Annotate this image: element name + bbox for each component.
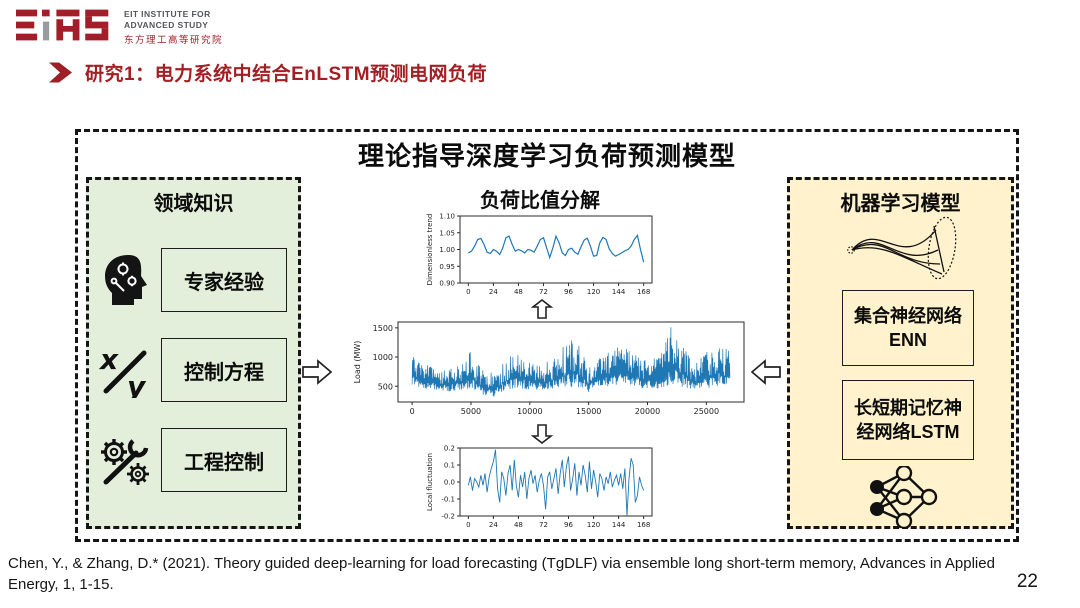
svg-text:72: 72 bbox=[539, 521, 548, 529]
svg-text:72: 72 bbox=[539, 288, 548, 296]
svg-text:96: 96 bbox=[564, 288, 573, 296]
arrow-left-icon bbox=[751, 359, 781, 385]
logo-line1: EIT INSTITUTE FOR bbox=[124, 9, 211, 19]
enn-box: 集合神经网络ENN bbox=[842, 290, 974, 366]
svg-text:0: 0 bbox=[410, 407, 415, 416]
svg-text:120: 120 bbox=[587, 521, 600, 529]
neural-network-icon bbox=[870, 466, 938, 528]
expert-experience-label: 专家经验 bbox=[161, 248, 287, 312]
svg-text:-0.1: -0.1 bbox=[441, 496, 455, 504]
load-chart: 0 5000 10000 15000 20000 25000 500 1000 1500 Load… bbox=[353, 321, 745, 416]
dimensionless-trend-chart: 0 24 48 72 96 120 144 168 0.90 0.95 1.00 1.05 1.10 Di… bbox=[426, 213, 653, 296]
slide-heading-row: 研究1：电力系统中结合EnLSTM预测电网负荷 bbox=[48, 59, 487, 86]
svg-text:48: 48 bbox=[514, 521, 523, 529]
svg-text:96: 96 bbox=[564, 521, 573, 529]
expert-head-icon bbox=[105, 255, 147, 305]
decomposition-title: 负荷比值分解 bbox=[480, 190, 600, 212]
svg-text:1.00: 1.00 bbox=[439, 246, 455, 254]
svg-text:48: 48 bbox=[514, 288, 523, 296]
svg-text:-0.2: -0.2 bbox=[441, 513, 455, 521]
svg-text:168: 168 bbox=[637, 521, 650, 529]
svg-text:24: 24 bbox=[489, 521, 498, 529]
domain-item-expert: 专家经验 bbox=[97, 248, 287, 312]
svg-text:0.0: 0.0 bbox=[444, 479, 455, 487]
institute-logo: EIT INSTITUTE FOR ADVANCED STUDY 东方理工高等研… bbox=[16, 7, 223, 46]
engineering-control-label: 工程控制 bbox=[161, 428, 287, 492]
svg-text:0: 0 bbox=[466, 288, 470, 296]
svg-text:20000: 20000 bbox=[635, 407, 660, 416]
domain-panel-title: 领域知识 bbox=[153, 193, 234, 215]
slide-heading: 研究1：电力系统中结合EnLSTM预测电网负荷 bbox=[85, 64, 488, 85]
chevron-right-icon bbox=[49, 62, 72, 83]
lstm-box: 长短期记忆神经网络LSTM bbox=[842, 380, 974, 460]
svg-text:24: 24 bbox=[489, 288, 498, 296]
svg-text:500: 500 bbox=[378, 382, 393, 391]
citation: Chen, Y., & Zhang, D.* (2021). Theory gu… bbox=[8, 555, 995, 593]
svg-text:0.95: 0.95 bbox=[439, 263, 455, 271]
svg-text:0.2: 0.2 bbox=[444, 445, 455, 453]
local-fluctuation-chart: 0 24 48 72 96 120 144 168 -0.2 -0.1 0.0 0.1 0.2 Local… bbox=[426, 445, 653, 529]
gears-wrench-icon bbox=[101, 439, 149, 485]
svg-text:144: 144 bbox=[612, 521, 626, 529]
svg-text:Local fluctuation: Local fluctuation bbox=[426, 453, 434, 511]
eias-logo-icon bbox=[16, 9, 109, 41]
svg-text:1500: 1500 bbox=[373, 324, 393, 333]
svg-text:25000: 25000 bbox=[694, 407, 719, 416]
arrow-up-icon bbox=[531, 299, 553, 319]
ml-panel-title: 机器学习模型 bbox=[840, 193, 961, 215]
svg-text:0.90: 0.90 bbox=[439, 280, 455, 288]
logo-line3: 东方理工高等研究院 bbox=[124, 35, 224, 47]
svg-text:1.10: 1.10 bbox=[439, 213, 455, 221]
domain-knowledge-panel: 领域知识 专家经验 x y 控制方程 bbox=[86, 177, 301, 529]
logo-line2: ADVANCED STUDY bbox=[124, 19, 209, 30]
arrow-down-icon bbox=[531, 424, 553, 444]
svg-text:y: y bbox=[127, 370, 147, 398]
svg-text:Dimensionless trend: Dimensionless trend bbox=[426, 214, 434, 286]
svg-text:120: 120 bbox=[587, 288, 600, 296]
equations-icon: x y bbox=[98, 343, 147, 398]
svg-text:15000: 15000 bbox=[576, 407, 601, 416]
page-number: 22 bbox=[1016, 571, 1038, 592]
svg-text:Load (MW): Load (MW) bbox=[353, 341, 362, 384]
svg-text:168: 168 bbox=[637, 288, 650, 296]
svg-text:0: 0 bbox=[466, 521, 470, 529]
logo-text: EIT INSTITUTE FOR ADVANCED STUDY 东方理工高等研… bbox=[124, 9, 223, 46]
svg-text:10000: 10000 bbox=[517, 407, 542, 416]
ml-model-panel: 机器学习模型 集合神经网络ENN 长短期记忆神经网络LSTM bbox=[787, 177, 1014, 529]
svg-text:1000: 1000 bbox=[373, 353, 393, 362]
domain-item-equations: x y 控制方程 bbox=[97, 338, 287, 402]
ensemble-curves-icon bbox=[847, 216, 957, 280]
arrow-right-icon bbox=[302, 359, 332, 385]
diagram-title: 理论指导深度学习负荷预测模型 bbox=[357, 141, 736, 171]
svg-text:1.05: 1.05 bbox=[439, 229, 455, 237]
svg-text:144: 144 bbox=[612, 288, 626, 296]
svg-text:5000: 5000 bbox=[461, 407, 481, 416]
svg-text:x: x bbox=[98, 343, 119, 376]
svg-text:0.1: 0.1 bbox=[444, 462, 455, 470]
domain-item-engineering: 工程控制 bbox=[97, 428, 287, 492]
governing-equations-label: 控制方程 bbox=[161, 338, 287, 402]
